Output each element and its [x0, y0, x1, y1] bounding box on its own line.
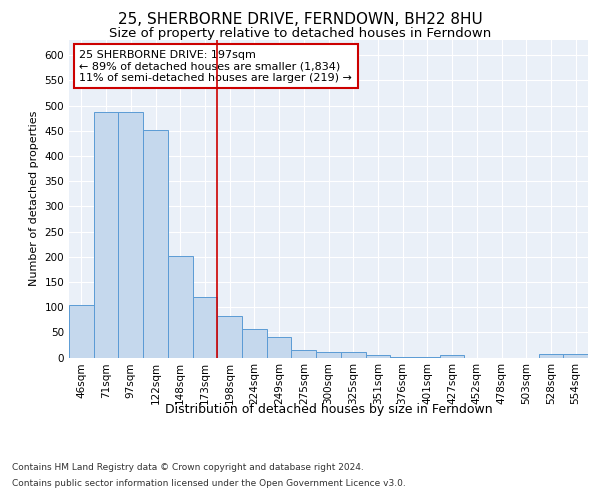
Bar: [94, 112, 118, 358]
Text: 25 SHERBORNE DRIVE: 197sqm
← 89% of detached houses are smaller (1,834)
11% of s: 25 SHERBORNE DRIVE: 197sqm ← 89% of deta…: [79, 50, 352, 82]
Bar: [168, 256, 193, 358]
Bar: [69, 304, 94, 358]
Bar: [440, 355, 464, 358]
Bar: [242, 330, 267, 357]
Bar: [217, 316, 242, 358]
Bar: [365, 356, 390, 358]
Bar: [563, 354, 588, 358]
Bar: [143, 130, 168, 358]
Bar: [193, 297, 217, 358]
Bar: [539, 354, 563, 358]
Bar: [292, 350, 316, 358]
Text: 25, SHERBORNE DRIVE, FERNDOWN, BH22 8HU: 25, SHERBORNE DRIVE, FERNDOWN, BH22 8HU: [118, 12, 482, 28]
Bar: [341, 352, 365, 358]
Text: Contains HM Land Registry data © Crown copyright and database right 2024.: Contains HM Land Registry data © Crown c…: [12, 464, 364, 472]
Y-axis label: Number of detached properties: Number of detached properties: [29, 111, 39, 286]
Text: Size of property relative to detached houses in Ferndown: Size of property relative to detached ho…: [109, 28, 491, 40]
Bar: [390, 357, 415, 358]
Bar: [118, 112, 143, 358]
Text: Distribution of detached houses by size in Ferndown: Distribution of detached houses by size …: [165, 402, 493, 415]
Text: Contains public sector information licensed under the Open Government Licence v3: Contains public sector information licen…: [12, 478, 406, 488]
Bar: [267, 338, 292, 357]
Bar: [316, 352, 341, 358]
Bar: [415, 357, 440, 358]
